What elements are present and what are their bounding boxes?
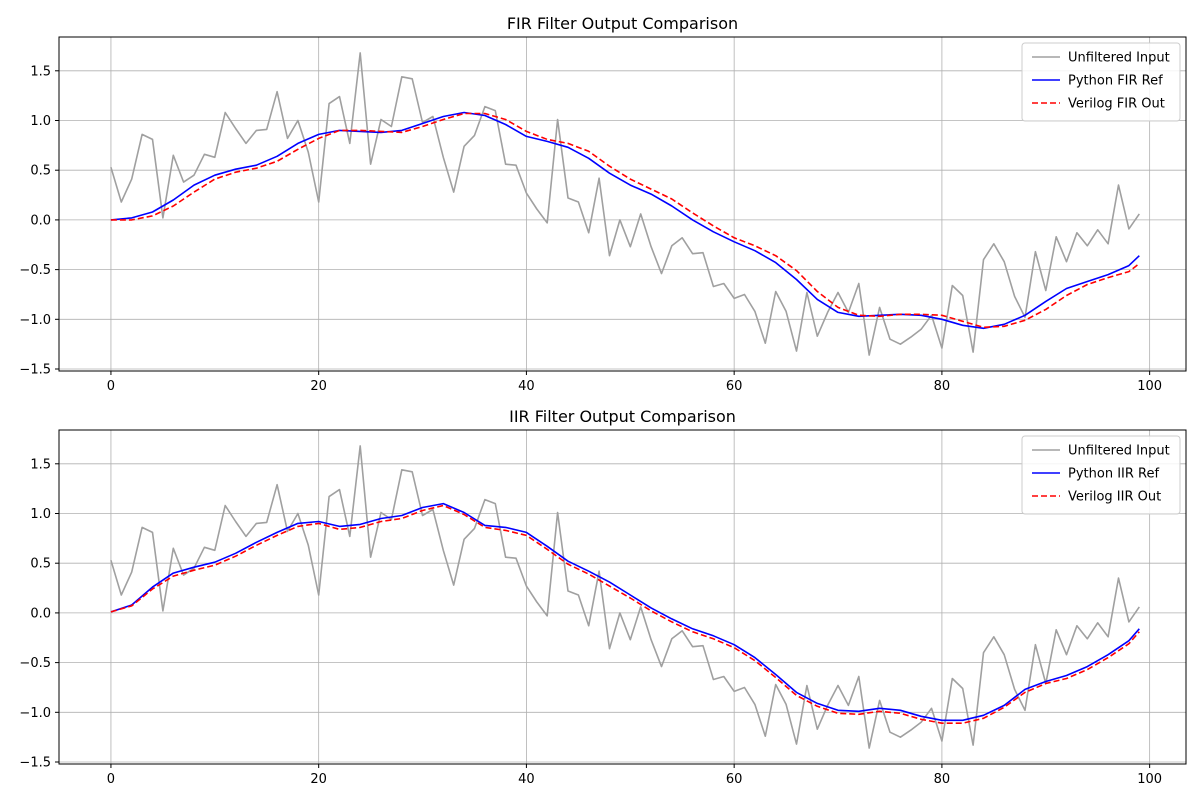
series-line-python-iir-ref <box>110 502 1140 722</box>
y-tick-label: −1.5 <box>19 756 51 771</box>
series-line-unfiltered-input <box>110 445 1140 749</box>
series-line-python-fir-ref <box>110 111 1140 330</box>
chart-title: IIR Filter Output Comparison <box>509 407 736 426</box>
series-line-unfiltered-input <box>110 52 1140 356</box>
y-tick-label: 1.5 <box>30 457 51 472</box>
legend-label: Python FIR Ref <box>1068 74 1163 89</box>
legend-label: Unfiltered Input <box>1068 444 1170 459</box>
y-tick-label: 0.0 <box>30 606 51 621</box>
x-tick-label: 100 <box>1137 772 1162 787</box>
y-tick-label: 0.5 <box>30 164 51 179</box>
y-tick-label: 1.0 <box>30 507 51 522</box>
axes-frame <box>58 36 1187 372</box>
x-tick-label: 60 <box>726 772 743 787</box>
grid <box>59 37 1186 371</box>
series-group <box>110 445 1140 749</box>
grid <box>59 430 1186 764</box>
chart-iir: IIR Filter Output Comparison 0 20 40 60 80 100… <box>19 407 1187 787</box>
series-line-verilog-fir-out <box>110 112 1140 329</box>
series-group <box>110 52 1140 356</box>
x-axis: 0 20 40 60 80 100 <box>107 371 1162 394</box>
legend: Unfiltered Input Python IIR Ref Verilog II… <box>1021 435 1181 515</box>
x-tick-label: 80 <box>934 379 951 394</box>
x-tick-label: 20 <box>310 772 327 787</box>
y-axis: −1.5 −1.0 −0.5 0.0 0.5 1.0 1.5 <box>19 64 59 378</box>
chart-title: FIR Filter Output Comparison <box>507 14 738 33</box>
y-tick-label: 1.5 <box>30 64 51 79</box>
x-tick-label: 40 <box>518 379 535 394</box>
legend-label: Verilog IIR Out <box>1068 490 1161 505</box>
series-line-verilog-iir-out <box>110 504 1140 725</box>
x-tick-label: 100 <box>1137 379 1162 394</box>
y-tick-label: −1.0 <box>19 313 51 328</box>
x-tick-label: 0 <box>107 772 115 787</box>
y-axis: −1.5 −1.0 −0.5 0.0 0.5 1.0 1.5 <box>19 457 59 771</box>
x-axis: 0 20 40 60 80 100 <box>107 764 1162 787</box>
legend-label: Python IIR Ref <box>1068 467 1159 482</box>
y-tick-label: 0.5 <box>30 557 51 572</box>
x-tick-label: 40 <box>518 772 535 787</box>
y-tick-label: −0.5 <box>19 656 51 671</box>
x-tick-label: 80 <box>934 772 951 787</box>
legend-box <box>1021 435 1181 515</box>
y-tick-label: −1.0 <box>19 706 51 721</box>
legend: Unfiltered Input Python FIR Ref Verilog FI… <box>1021 42 1181 122</box>
axes-frame <box>58 429 1187 765</box>
x-tick-label: 60 <box>726 379 743 394</box>
legend-label: Unfiltered Input <box>1068 51 1170 66</box>
legend-label: Verilog FIR Out <box>1068 97 1165 112</box>
chart-fir: FIR Filter Output Comparison 0 20 40 60 80 100… <box>19 14 1187 394</box>
x-tick-label: 20 <box>310 379 327 394</box>
y-tick-label: −1.5 <box>19 363 51 378</box>
y-tick-label: 0.0 <box>30 213 51 228</box>
y-tick-label: 1.0 <box>30 114 51 129</box>
y-tick-label: −0.5 <box>19 263 51 278</box>
x-tick-label: 0 <box>107 379 115 394</box>
legend-box <box>1021 42 1181 122</box>
